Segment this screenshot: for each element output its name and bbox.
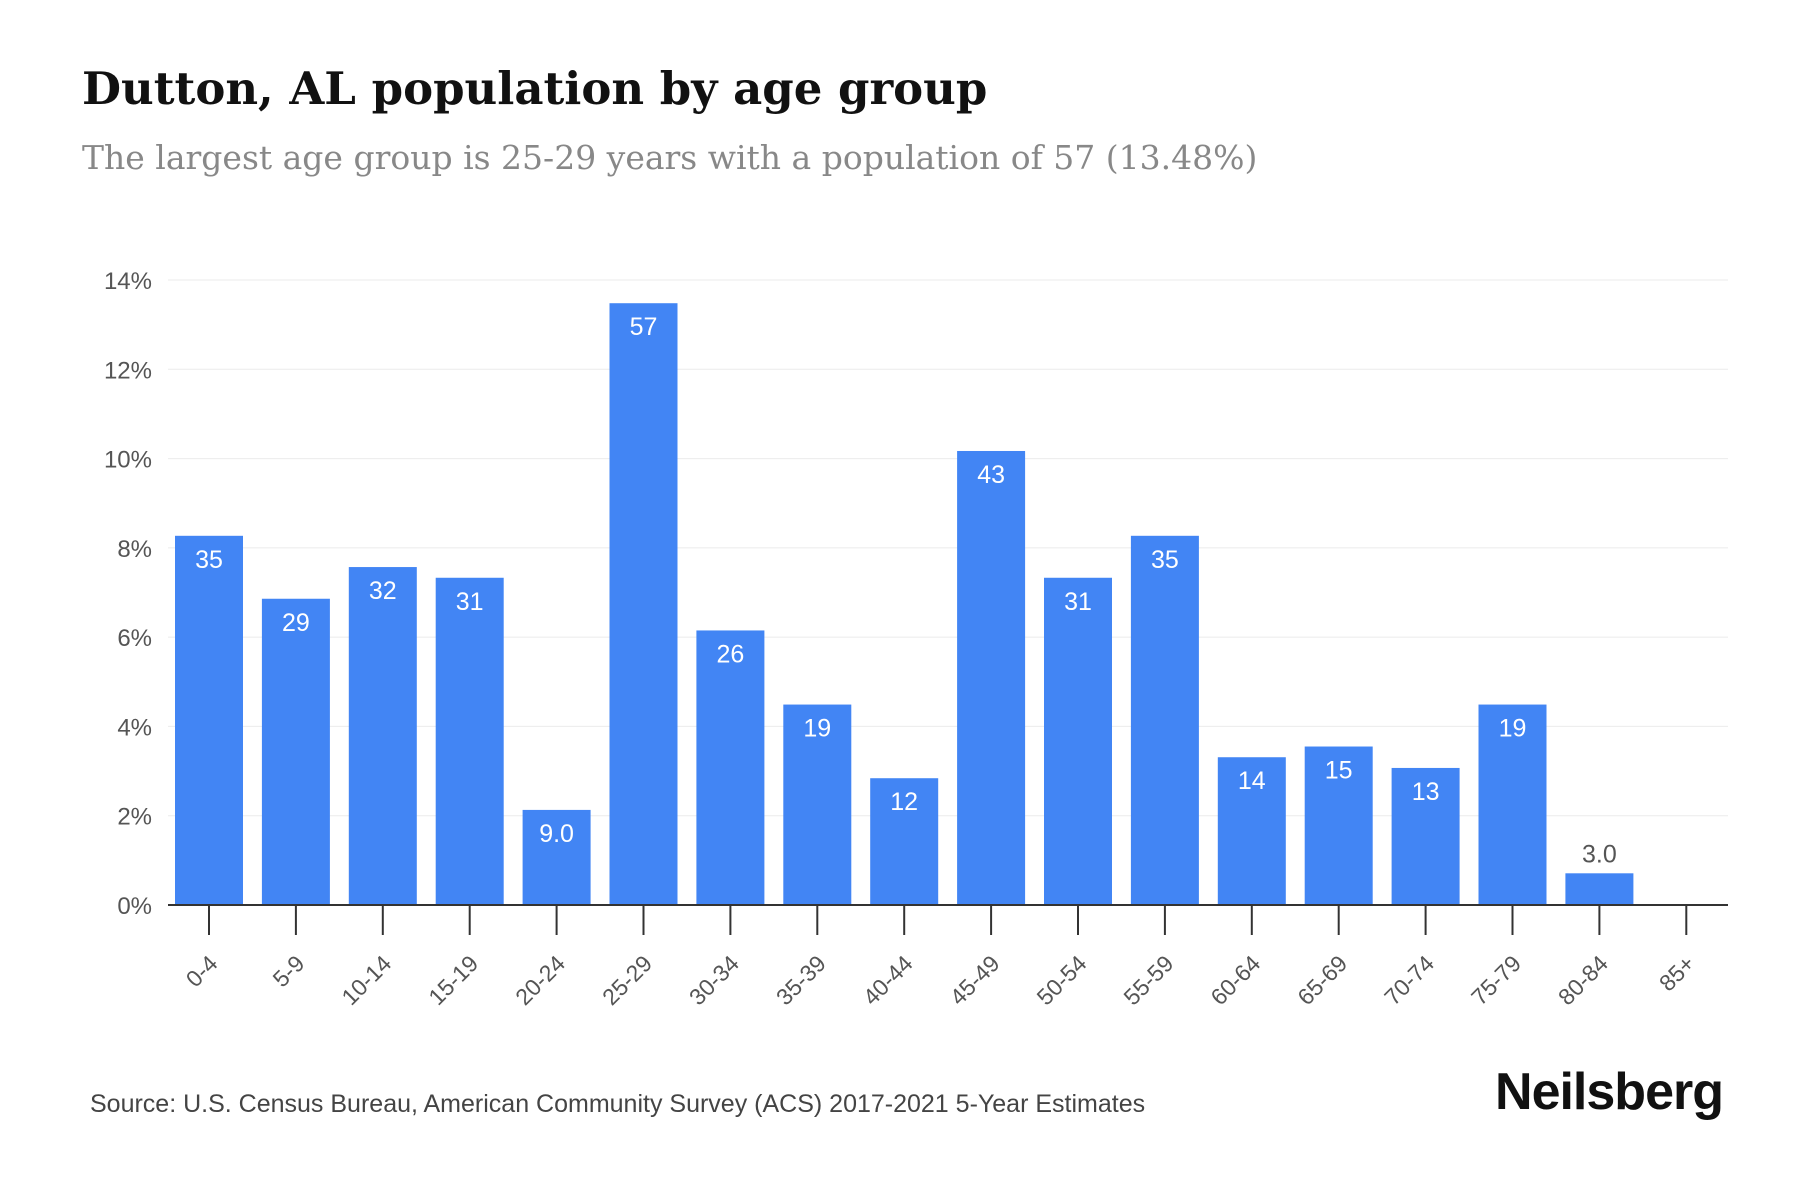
bar-75-79: [1478, 704, 1547, 905]
bar-value-label: 31: [456, 588, 484, 616]
source-note: Source: U.S. Census Bureau, American Com…: [90, 1090, 1146, 1118]
y-tick-label: 2%: [117, 804, 152, 831]
bar-value-labels: 35 29 32 31 9.0 57 26 19 12 43 31 35 14 15 13 19 3.0: [195, 313, 1617, 868]
y-tick-label: 6%: [117, 625, 152, 652]
x-tick-label: 5-9: [268, 950, 310, 992]
x-tick-label: 65-69: [1292, 950, 1352, 1010]
x-tick-label: 20-24: [510, 950, 570, 1010]
chart-subtitle: The largest age group is 25-29 years wit…: [82, 138, 1258, 177]
brand-logo: Neilsberg: [1495, 1063, 1724, 1121]
bar-value-label: 14: [1238, 767, 1266, 795]
bars: [175, 303, 1634, 905]
bar-5-9: [261, 598, 330, 905]
x-tick-label: 0-4: [181, 950, 223, 992]
x-tick-label: 10-14: [336, 950, 396, 1010]
x-axis-ticks: [208, 905, 1688, 935]
bar-value-label: 32: [369, 577, 397, 605]
bar-40-44: [870, 778, 939, 905]
bar-25-29: [609, 303, 678, 905]
bar-value-label: 3.0: [1582, 840, 1617, 868]
gridlines: [168, 279, 1728, 817]
bar-value-label: 13: [1412, 778, 1440, 806]
y-tick-label: 8%: [117, 536, 152, 563]
x-tick-label: 45-49: [945, 950, 1005, 1010]
bar-value-label: 35: [1151, 546, 1179, 574]
bar-65-69: [1304, 746, 1373, 905]
bar-value-label: 26: [716, 640, 744, 668]
bar-10-14: [348, 567, 417, 905]
bar-value-label: 9.0: [539, 820, 574, 848]
y-tick-label: 14%: [104, 268, 152, 295]
bar-70-74: [1391, 767, 1460, 905]
x-tick-label: 60-64: [1205, 950, 1265, 1010]
bar-value-label: 15: [1325, 757, 1353, 785]
bar-45-49: [957, 450, 1026, 905]
bar-0-4: [175, 535, 243, 905]
x-tick-label: 25-29: [597, 950, 657, 1010]
y-tick-label: 10%: [104, 447, 152, 474]
y-tick-label: 0%: [117, 893, 152, 920]
x-tick-label: 15-19: [423, 950, 483, 1010]
bar-35-39: [783, 704, 852, 905]
chart-title: Dutton, AL population by age group: [82, 62, 988, 115]
x-tick-label: 85+: [1654, 950, 1700, 996]
x-axis-tick-labels: 0-4 5-9 10-14 15-19 20-24 25-29 30-34 35-39 40-4…: [181, 950, 1700, 1010]
bar-value-label: 12: [890, 788, 918, 816]
bar-value-label: 57: [630, 313, 658, 341]
y-tick-label: 12%: [104, 357, 152, 384]
x-tick-label: 40-44: [858, 950, 918, 1010]
bar-value-label: 35: [195, 546, 223, 574]
x-tick-label: 35-39: [771, 950, 831, 1010]
y-axis-tick-labels: 0% 2% 4% 6% 8% 10% 12% 14%: [104, 268, 152, 920]
bar-value-label: 19: [803, 715, 831, 743]
bar-30-34: [696, 630, 765, 905]
x-tick-label: 80-84: [1553, 950, 1613, 1010]
bar-80-84: [1565, 873, 1634, 905]
bar-value-label: 43: [977, 461, 1005, 489]
bar-15-19: [435, 577, 504, 905]
bar-20-24: [522, 809, 591, 905]
x-tick-label: 30-34: [684, 950, 744, 1010]
bar-value-label: 31: [1064, 588, 1092, 616]
bar-55-59: [1130, 535, 1199, 905]
x-tick-label: 75-79: [1466, 950, 1526, 1010]
x-tick-label: 50-54: [1032, 950, 1092, 1010]
bar-60-64: [1217, 757, 1286, 905]
x-tick-label: 55-59: [1118, 950, 1178, 1010]
bar-value-label: 29: [282, 609, 310, 637]
x-tick-label: 70-74: [1379, 950, 1439, 1010]
bar-value-label: 19: [1499, 715, 1527, 743]
bar-50-54: [1044, 577, 1112, 905]
y-tick-label: 4%: [117, 714, 152, 741]
